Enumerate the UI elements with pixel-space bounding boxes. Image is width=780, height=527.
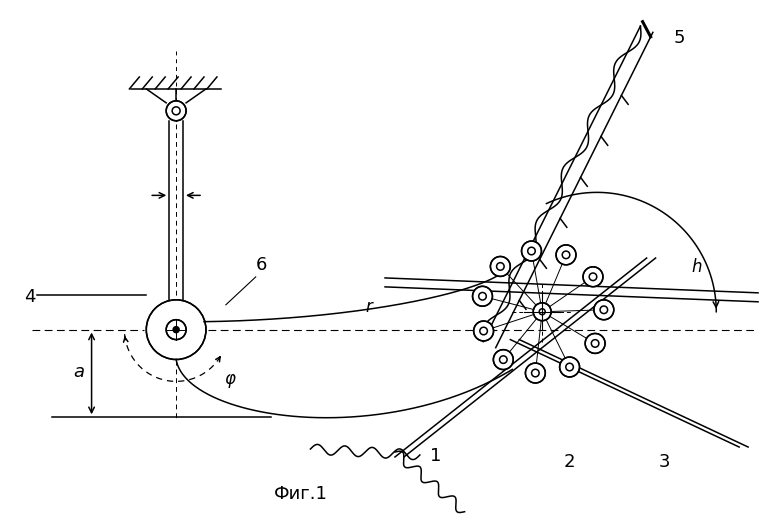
Text: $\varphi$: $\varphi$ [224,373,236,391]
Circle shape [583,267,603,287]
Text: h: h [691,258,702,276]
Text: r: r [365,298,372,316]
Circle shape [473,321,494,341]
Text: 3: 3 [658,453,670,471]
Circle shape [147,300,206,359]
Text: 5: 5 [673,29,685,47]
Circle shape [539,309,545,315]
Text: a: a [73,364,85,382]
Circle shape [166,320,186,339]
Text: 1: 1 [430,447,441,465]
Text: 2: 2 [564,453,576,471]
Text: 4: 4 [24,288,35,306]
Circle shape [559,357,580,377]
Circle shape [585,334,605,354]
Text: Фиг.1: Фиг.1 [274,485,328,503]
Circle shape [491,257,510,276]
Circle shape [534,303,551,321]
Circle shape [494,350,513,369]
Text: 6: 6 [256,256,267,274]
Circle shape [166,101,186,121]
Circle shape [473,286,492,306]
Circle shape [526,363,545,383]
Circle shape [173,327,179,333]
Circle shape [594,300,614,320]
Circle shape [556,245,576,265]
Circle shape [522,241,541,261]
